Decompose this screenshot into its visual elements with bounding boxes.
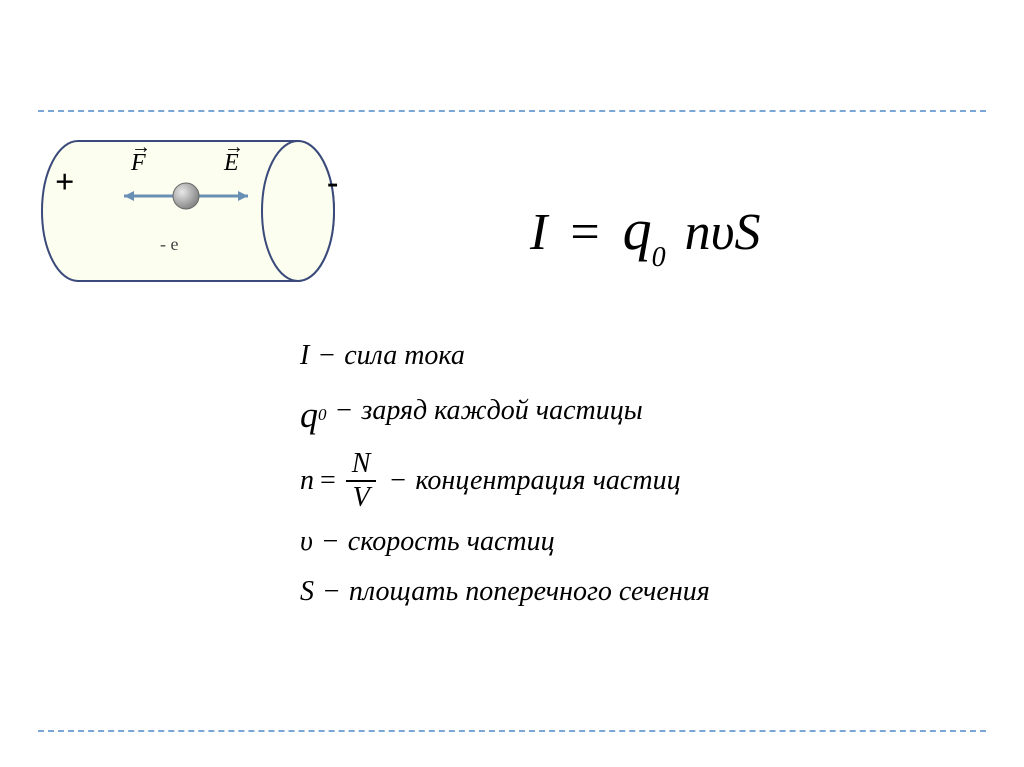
frac-n: N V bbox=[346, 450, 377, 512]
formula-lhs: I bbox=[530, 204, 547, 261]
top-divider bbox=[38, 110, 986, 112]
text-n: концентрация частиц bbox=[415, 465, 680, 497]
def-q: q0 − заряд каждой частицы bbox=[300, 390, 940, 432]
text-S: площать поперечного сечения bbox=[349, 576, 710, 608]
def-v: υ − скорость частиц bbox=[300, 526, 940, 558]
bottom-divider bbox=[38, 730, 986, 732]
num-N: N bbox=[346, 450, 377, 482]
text-v: скорость частиц bbox=[348, 526, 555, 558]
sym-I: I bbox=[300, 340, 309, 372]
def-I: I − сила тока bbox=[300, 340, 940, 372]
dash: − bbox=[335, 395, 354, 427]
formula-eq: = bbox=[570, 204, 599, 261]
dash: − bbox=[388, 465, 407, 497]
sym-v: υ bbox=[300, 526, 313, 558]
main-formula: I = q0 nυS bbox=[530, 196, 761, 268]
dash: − bbox=[317, 340, 336, 372]
dash: − bbox=[322, 576, 341, 608]
formula-q: q bbox=[623, 197, 652, 262]
minus-sign: - bbox=[327, 164, 338, 202]
plus-sign: + bbox=[55, 164, 74, 202]
cylinder-svg bbox=[38, 136, 358, 286]
formula-rest: nυS bbox=[685, 204, 761, 261]
text-q: заряд каждой частицы bbox=[361, 395, 642, 427]
dash: − bbox=[321, 526, 340, 558]
den-V: V bbox=[347, 482, 376, 512]
sym-S: S bbox=[300, 576, 314, 608]
definitions: I − сила тока q0 − заряд каждой частицы … bbox=[300, 340, 940, 626]
field-vector-label: E bbox=[224, 150, 239, 177]
sub-q: 0 bbox=[318, 405, 327, 425]
def-n: n = N V − концентрация частиц bbox=[300, 450, 940, 512]
sym-q: q bbox=[300, 394, 318, 436]
force-vector-label: F bbox=[131, 150, 146, 177]
electron-label: - e bbox=[160, 234, 178, 255]
cylinder-diagram bbox=[38, 136, 358, 286]
text-I: сила тока bbox=[344, 340, 465, 372]
sym-n: n bbox=[300, 465, 314, 497]
eq-n: = bbox=[320, 465, 336, 497]
def-S: S − площать поперечного сечения bbox=[300, 576, 940, 608]
formula-q-sub: 0 bbox=[652, 242, 666, 273]
